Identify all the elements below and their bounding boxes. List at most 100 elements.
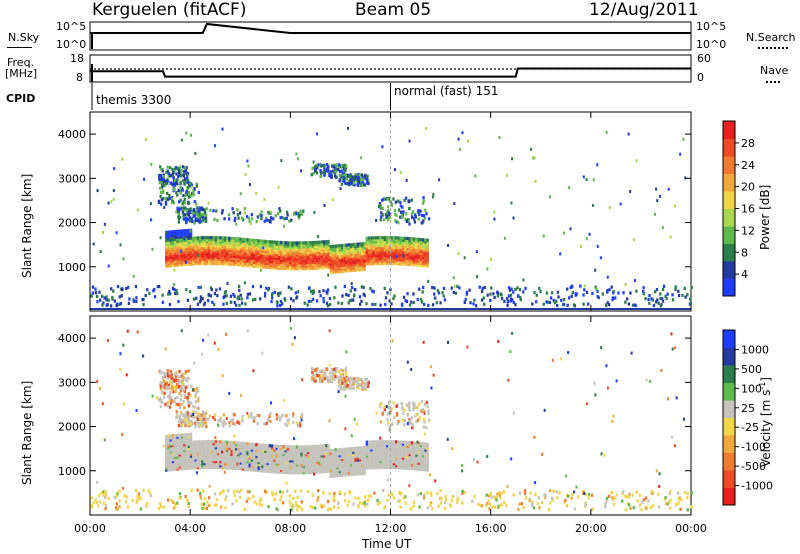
data-cell — [291, 459, 294, 463]
data-cell — [165, 436, 168, 440]
data-cell — [194, 448, 197, 452]
data-cell — [219, 254, 222, 258]
data-cell — [214, 256, 218, 260]
data-cell — [277, 258, 281, 262]
data-cell — [280, 452, 283, 457]
data-cell — [166, 169, 169, 173]
data-cell — [284, 257, 287, 261]
data-cell — [289, 447, 292, 451]
data-cell — [176, 249, 179, 253]
data-cell — [187, 218, 190, 222]
data-cell — [257, 253, 260, 257]
data-cell — [273, 464, 276, 468]
data-cell — [392, 240, 396, 244]
data-cell — [271, 256, 274, 260]
data-cell — [335, 375, 338, 379]
data-cell — [419, 447, 423, 452]
data-cell — [413, 451, 416, 455]
data-cell — [594, 285, 597, 289]
data-cell — [331, 262, 335, 266]
data-cell — [331, 448, 335, 452]
data-cell — [286, 245, 290, 249]
data-cell — [115, 231, 118, 235]
data-cell — [253, 242, 256, 246]
data-cell — [358, 302, 362, 306]
data-cell — [367, 448, 371, 452]
data-cell — [399, 450, 402, 454]
data-cell — [184, 413, 187, 417]
data-cell — [187, 456, 190, 460]
data-cell — [657, 301, 660, 305]
data-cell — [312, 297, 315, 301]
data-cell — [185, 444, 188, 449]
data-cell — [182, 419, 185, 423]
data-cell — [167, 250, 170, 254]
data-cell — [347, 473, 350, 477]
data-cell — [91, 291, 95, 295]
data-cell — [404, 440, 407, 444]
data-cell — [192, 242, 195, 246]
data-cell — [194, 240, 197, 244]
data-cell — [406, 440, 409, 445]
data-cell — [387, 205, 390, 209]
data-cell — [174, 441, 177, 446]
data-cell — [343, 473, 346, 477]
data-cell — [393, 294, 396, 298]
data-cell — [349, 255, 353, 259]
data-cell — [419, 457, 423, 462]
data-cell — [214, 246, 218, 250]
data-cell — [336, 246, 339, 250]
data-cell — [408, 248, 411, 253]
data-cell — [210, 455, 213, 460]
data-cell — [118, 295, 121, 299]
data-cell — [322, 452, 326, 456]
data-cell — [669, 235, 672, 239]
data-cell — [169, 450, 172, 454]
data-cell — [225, 236, 229, 240]
data-cell — [241, 241, 245, 245]
data-cell — [192, 258, 195, 262]
data-cell — [262, 451, 265, 455]
data-cell — [245, 215, 249, 219]
data-cell — [167, 292, 170, 296]
data-cell — [367, 262, 371, 266]
data-cell — [286, 263, 290, 267]
data-cell — [361, 452, 364, 456]
data-cell — [322, 242, 326, 246]
data-cell — [241, 255, 245, 259]
data-cell — [284, 455, 287, 459]
data-cell — [198, 456, 202, 460]
data-cell — [289, 253, 292, 257]
data-cell — [159, 382, 162, 386]
data-cell — [221, 448, 224, 452]
data-cell — [379, 452, 382, 456]
data-cell — [362, 292, 365, 296]
data-cell — [207, 440, 211, 444]
data-cell — [210, 238, 213, 242]
data-cell — [228, 450, 231, 454]
data-cell — [327, 457, 330, 461]
data-cell — [295, 255, 299, 259]
data-cell — [181, 423, 184, 427]
data-cell — [180, 229, 184, 233]
data-cell — [353, 183, 356, 187]
data-cell — [232, 454, 236, 459]
data-cell — [159, 190, 163, 194]
data-cell — [289, 457, 292, 461]
data-cell — [169, 442, 172, 446]
data-cell — [619, 202, 622, 206]
data-cell — [207, 253, 211, 258]
data-cell — [201, 446, 204, 450]
data-cell — [293, 263, 296, 267]
data-cell — [401, 238, 405, 242]
data-cell — [343, 453, 346, 457]
data-cell — [322, 260, 326, 264]
data-cell — [300, 247, 303, 251]
data-cell — [372, 248, 375, 252]
data-cell — [177, 171, 181, 175]
data-cell — [316, 163, 320, 167]
data-cell — [374, 454, 378, 458]
data-cell — [198, 248, 202, 252]
data-cell — [322, 289, 325, 293]
data-cell — [390, 442, 393, 446]
